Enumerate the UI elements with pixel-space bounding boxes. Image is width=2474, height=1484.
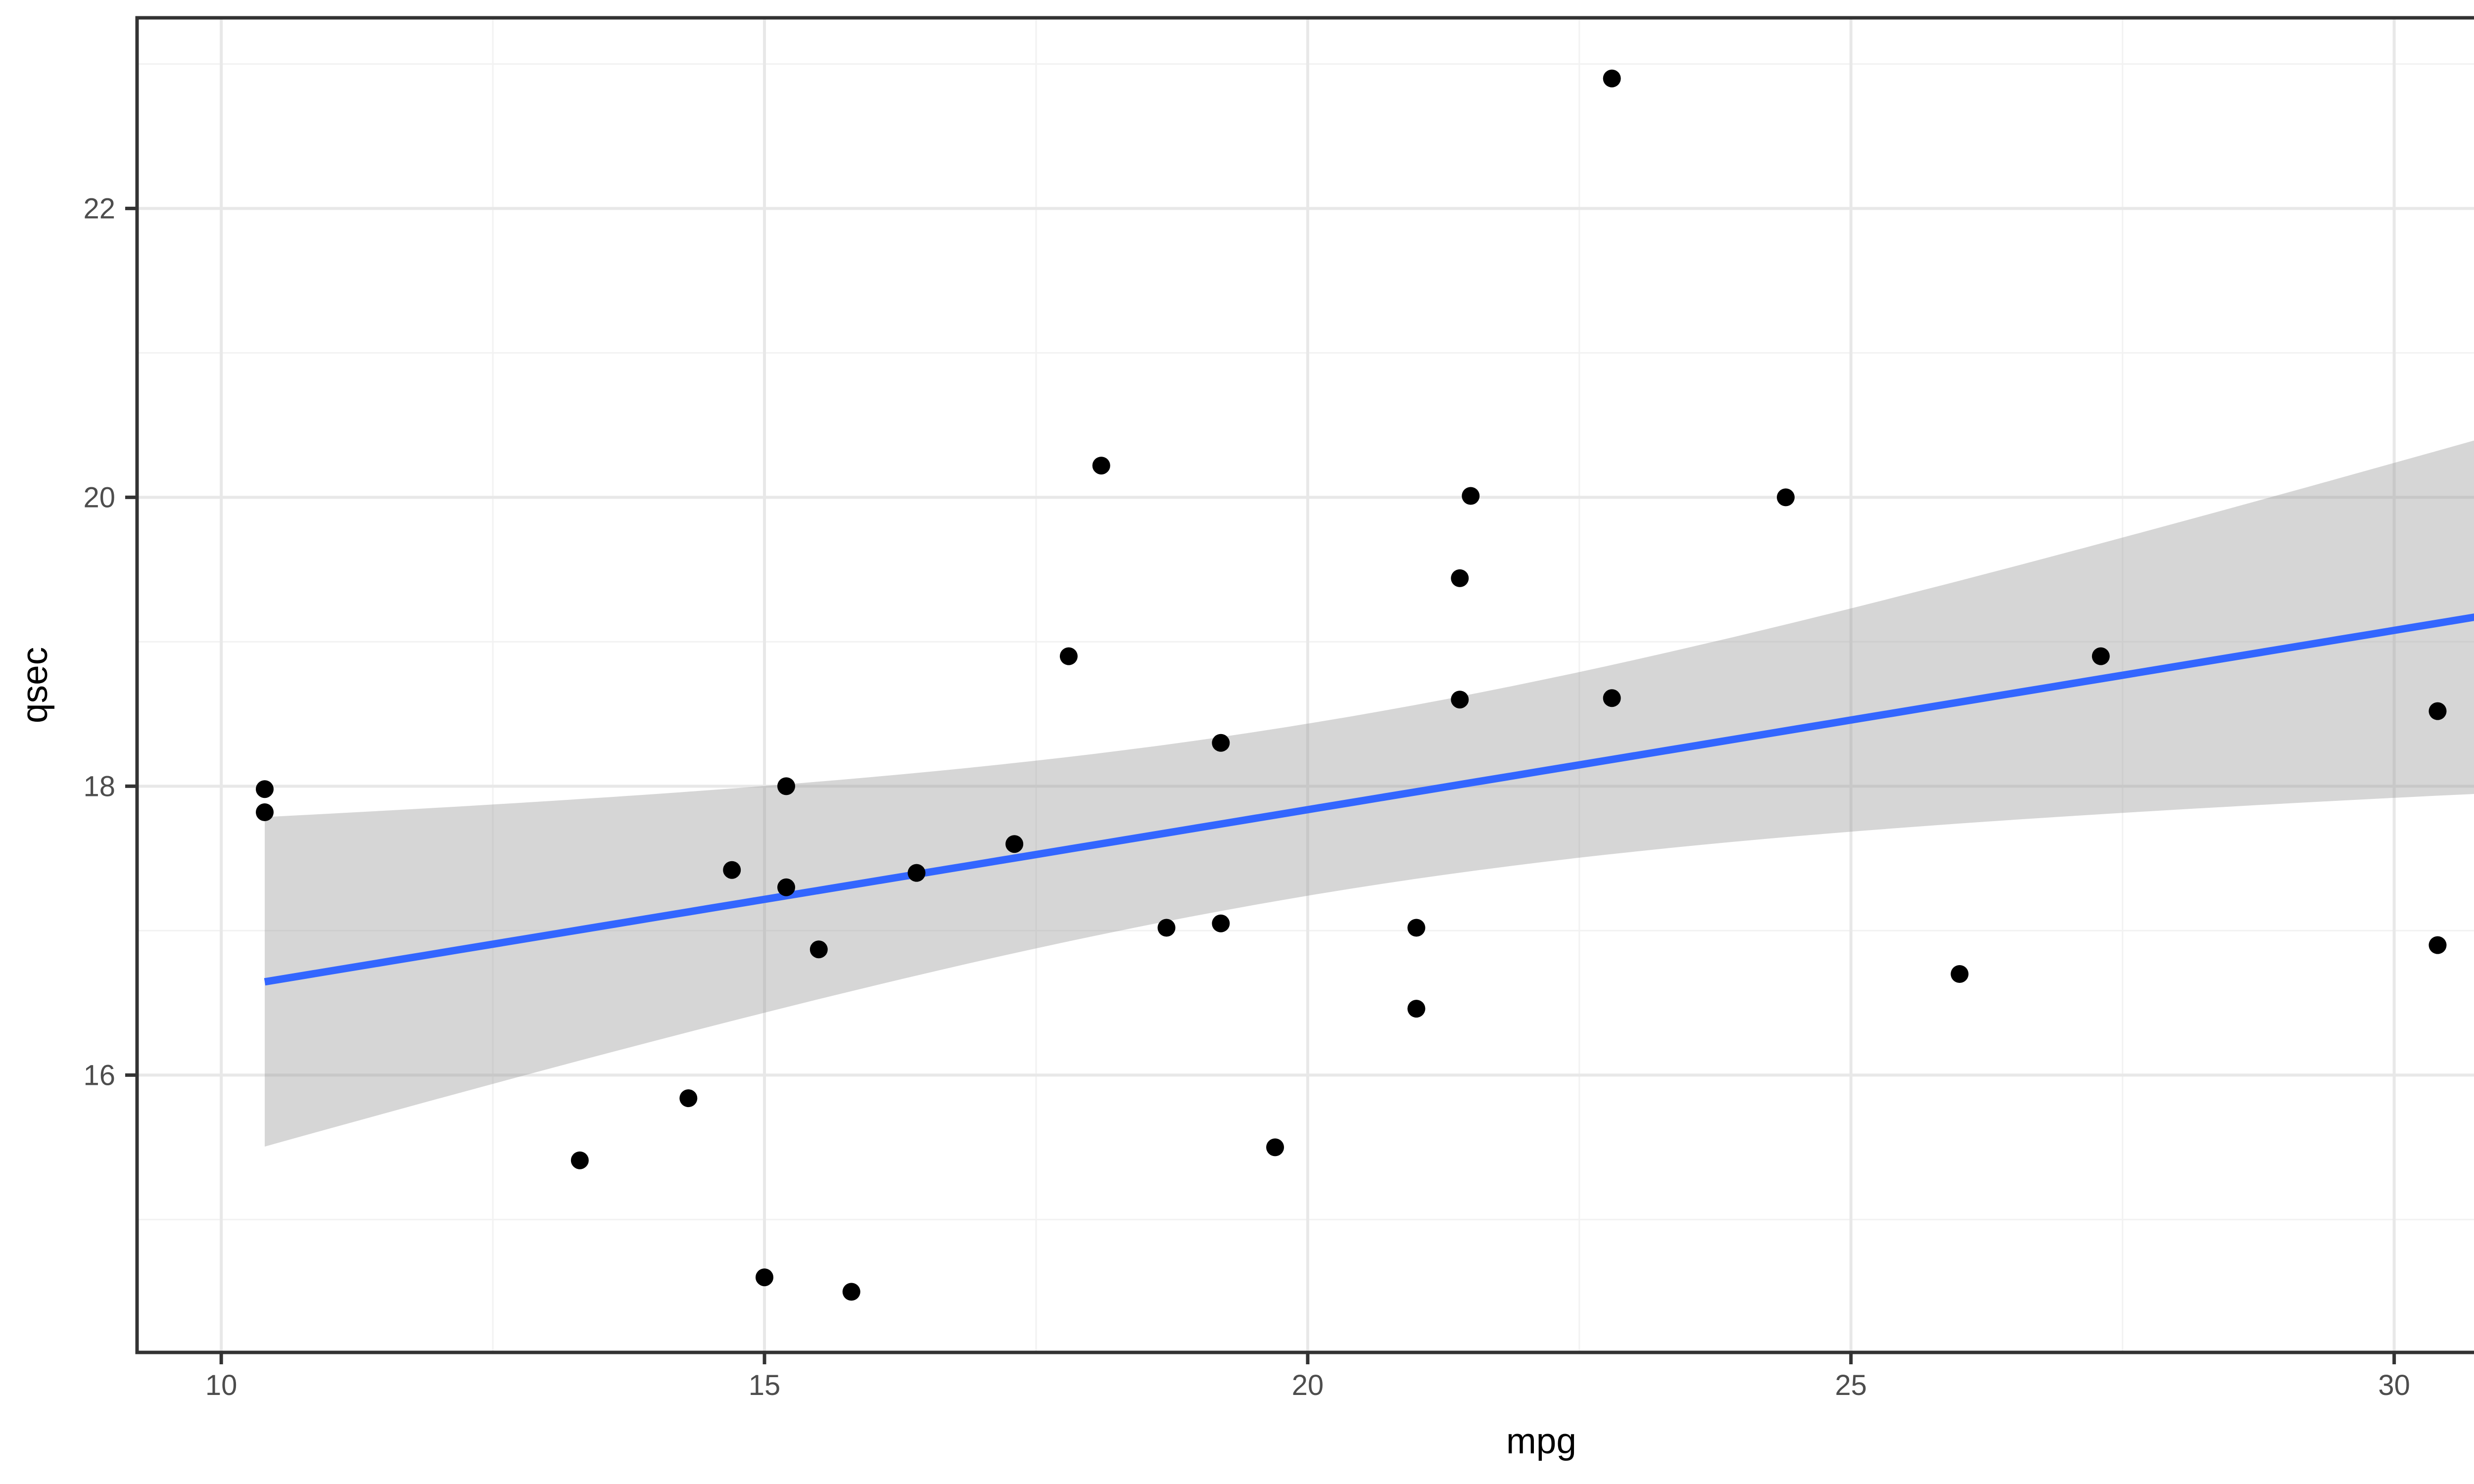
- data-point: [842, 1283, 860, 1301]
- x-axis-ticks: [219, 1352, 2396, 1364]
- grid-major-lines: [137, 18, 2474, 1352]
- x-tick-label: 10: [205, 1369, 238, 1401]
- data-point: [1092, 457, 1110, 475]
- data-point: [1407, 919, 1426, 937]
- data-point: [1462, 487, 1480, 505]
- data-point: [809, 940, 828, 959]
- data-point: [1266, 1138, 1284, 1157]
- data-point: [2428, 702, 2447, 720]
- y-tick-label: 20: [83, 481, 115, 513]
- y-tick-label: 22: [83, 192, 115, 225]
- x-axis-title: mpg: [1506, 1421, 1576, 1461]
- data-point: [777, 777, 795, 795]
- x-tick-label: 15: [749, 1369, 781, 1401]
- y-axis-tick-labels: 16 18 20 22: [83, 192, 115, 1091]
- data-point: [1451, 569, 1469, 587]
- data-points: [256, 69, 2447, 1301]
- data-point: [1777, 488, 1795, 507]
- x-axis: 101520253035: [205, 1352, 2410, 1401]
- data-point: [2428, 936, 2447, 954]
- x-tick-label: 30: [2378, 1369, 2410, 1401]
- panel-border: [135, 16, 2474, 1354]
- data-point: [1059, 647, 1078, 665]
- confidence-ribbon: [265, 440, 2474, 1147]
- data-point: [1212, 914, 1230, 932]
- regression-line: [264, 613, 2474, 986]
- panel: [135, 16, 2474, 1354]
- data-point: [256, 780, 274, 798]
- y-axis: 16 18 20 22: [83, 192, 137, 1091]
- y-axis-ticks: [125, 206, 137, 1077]
- grid-minor-lines: [137, 18, 2474, 1352]
- y-tick-label: 18: [83, 770, 115, 802]
- y-tick-label: 16: [83, 1059, 115, 1091]
- regression-line-path: [264, 613, 2474, 986]
- data-point: [679, 1089, 698, 1108]
- data-point: [907, 864, 926, 882]
- data-point: [1603, 689, 1621, 707]
- data-point: [1212, 734, 1230, 752]
- data-point: [1603, 69, 1621, 88]
- data-point: [777, 878, 795, 896]
- data-point: [256, 803, 274, 821]
- data-point: [2092, 647, 2110, 665]
- x-tick-label: 20: [1292, 1369, 1324, 1401]
- data-point: [1407, 1000, 1426, 1018]
- data-point: [1005, 835, 1024, 853]
- data-point: [1157, 919, 1176, 937]
- confidence-ribbon-area: [265, 440, 2474, 1147]
- y-axis-title: qsec: [15, 647, 55, 723]
- x-axis-tick-labels: 101520253035: [205, 1369, 2410, 1401]
- data-point: [1951, 965, 1969, 983]
- data-point: [1451, 691, 1469, 709]
- data-point: [571, 1151, 589, 1169]
- data-point: [756, 1268, 773, 1287]
- x-tick-label: 25: [1835, 1369, 1867, 1401]
- data-point: [723, 861, 741, 879]
